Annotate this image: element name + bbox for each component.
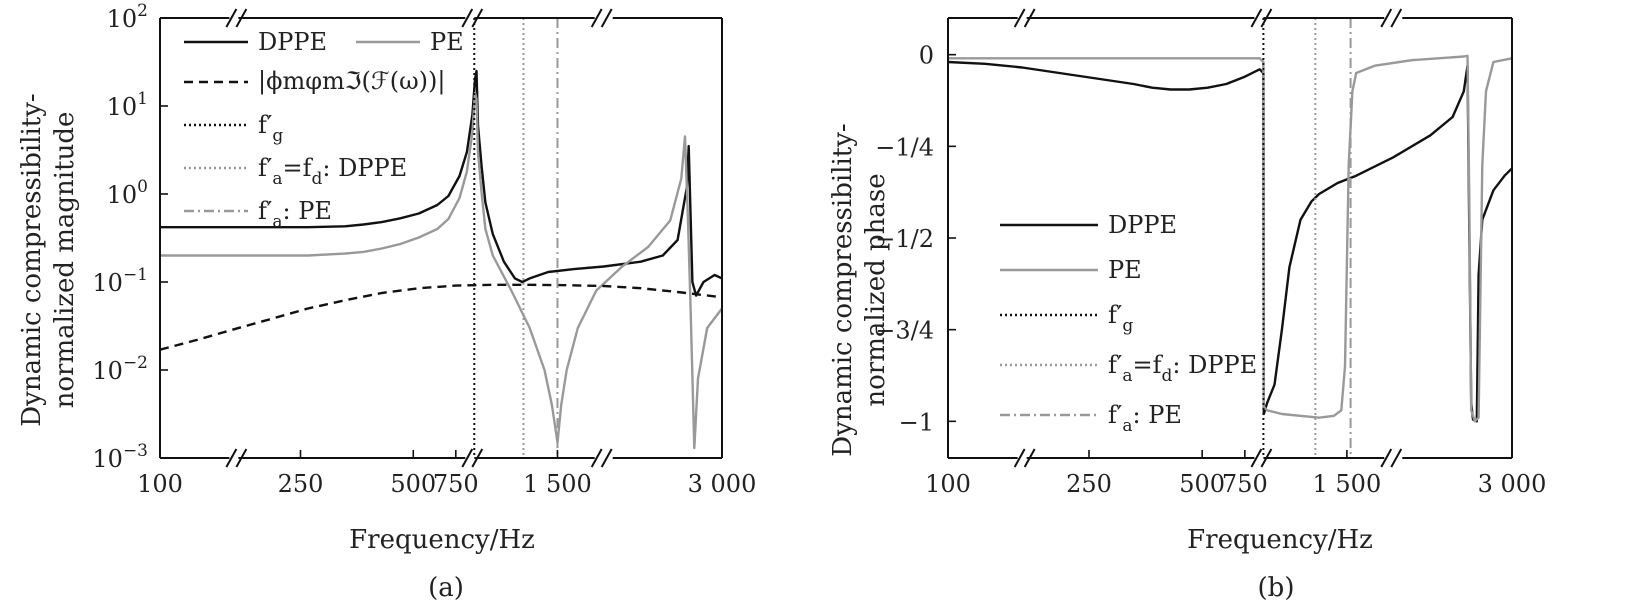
axis-break-mark xyxy=(590,448,603,468)
axis-break-mark xyxy=(1250,448,1263,468)
legend-label-dppe: DPPE xyxy=(258,28,327,56)
panel-b-ylabel-line2: normalized phase xyxy=(861,173,891,406)
x-tick-label: 1 500 xyxy=(523,470,592,498)
legend-b-label-pe: PE xyxy=(1108,256,1142,284)
x-tick-label: 500 xyxy=(390,470,436,498)
legend-label-fg: f′g xyxy=(258,111,283,146)
legend-b-label-fa-pe: f′a: PE xyxy=(1108,401,1182,436)
legend-label-pe: PE xyxy=(430,28,464,56)
series-line-pe xyxy=(948,54,1513,423)
panel-b-series xyxy=(947,54,1513,423)
legend-label-fa-pe: f′a: PE xyxy=(258,197,332,232)
axis-break-mark xyxy=(461,448,474,468)
x-tick-label: 750 xyxy=(433,470,479,498)
y-tick-label: −1/4 xyxy=(875,133,934,161)
panel-b-caption: (b) xyxy=(1258,573,1295,603)
axis-break-mark xyxy=(1380,8,1393,28)
panel-a-legend: DPPE PE |ϕmφmℑ(ℱ(ω))| f′g f′a=fd: DPPE f… xyxy=(184,28,464,232)
axis-break-mark xyxy=(1380,448,1393,468)
panel-b-xlabel: Frequency/Hz xyxy=(1187,525,1373,555)
panel-a-xlabel: Frequency/Hz xyxy=(349,525,535,555)
panel-a-caption: (a) xyxy=(428,573,464,603)
x-tick-label: 100 xyxy=(137,470,183,498)
y-tick-label: 101 xyxy=(107,89,148,121)
x-tick-label: 1 500 xyxy=(1313,470,1382,498)
x-tick-label: 750 xyxy=(1222,470,1268,498)
panel-a-series xyxy=(159,69,723,450)
x-tick-label: 250 xyxy=(1066,470,1112,498)
x-tick-label: 100 xyxy=(925,470,971,498)
panel-b-ylabel-line1: Dynamic compressibility- xyxy=(828,123,858,456)
axis-break-mark xyxy=(1250,8,1263,28)
y-tick-label: 100 xyxy=(107,177,148,209)
legend-b-label-dppe: DPPE xyxy=(1108,211,1177,239)
panel-a-ylabel-line2: normalized magnitude xyxy=(50,112,80,409)
y-tick-label: 102 xyxy=(107,1,148,33)
y-tick-label: −3/4 xyxy=(875,317,934,345)
series-line-m-m xyxy=(159,283,723,351)
y-tick-label: 10−2 xyxy=(92,353,148,385)
series-line-dppe xyxy=(947,60,1513,423)
axis-break-mark xyxy=(1390,8,1403,28)
axis-break-mark xyxy=(1013,448,1026,468)
y-tick-label: 10−1 xyxy=(92,265,148,297)
x-tick-label: 3 000 xyxy=(688,470,757,498)
panel-a-vertical-markers xyxy=(473,18,559,458)
axis-break-mark xyxy=(225,8,238,28)
axis-break-mark xyxy=(590,8,603,28)
x-tick-label: 3 000 xyxy=(1478,470,1547,498)
panel-b-legend: DPPE PE f′g f′a=fd: DPPE f′a: PE xyxy=(1000,211,1257,436)
legend-b-label-fa-dppe: f′a=fd: DPPE xyxy=(1108,351,1257,386)
axis-break-mark xyxy=(1013,8,1026,28)
axis-break-mark xyxy=(225,448,238,468)
x-tick-label: 250 xyxy=(278,470,324,498)
axis-break-mark xyxy=(600,448,613,468)
series-line-pe xyxy=(160,91,723,450)
axis-break-mark xyxy=(600,8,613,28)
y-tick-label: 0 xyxy=(919,42,934,70)
x-tick-label: 500 xyxy=(1179,470,1225,498)
panel-a-ylabel-line1: Dynamic compressibility- xyxy=(17,93,47,426)
axis-break-mark xyxy=(1390,448,1403,468)
series-line-dppe xyxy=(160,69,723,297)
legend-label-fa-dppe: f′a=fd: DPPE xyxy=(258,154,407,189)
panel-b-vertical-markers xyxy=(1262,18,1352,458)
axis-break-mark xyxy=(461,8,474,28)
legend-b-label-fg: f′g xyxy=(1108,301,1133,336)
legend-label-phi-abs: |ϕmφmℑ(ℱ(ω))| xyxy=(258,67,445,96)
y-tick-label: −1 xyxy=(899,408,934,436)
y-tick-label: 10−3 xyxy=(92,441,148,473)
y-tick-label: −1/2 xyxy=(875,225,934,253)
